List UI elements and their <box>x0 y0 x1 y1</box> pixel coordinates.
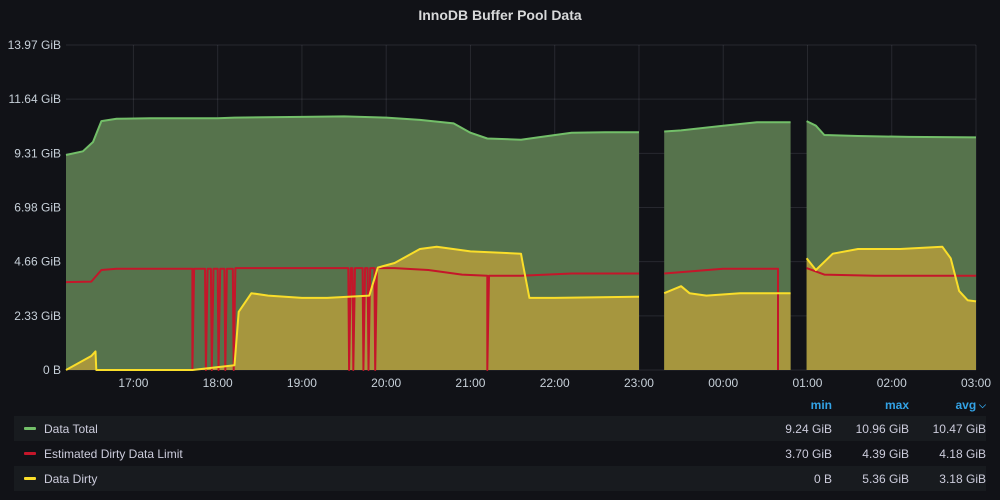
y-tick-label: 11.64 GiB <box>9 92 61 106</box>
x-tick-label: 18:00 <box>203 376 233 390</box>
panel-title[interactable]: InnoDB Buffer Pool Data <box>418 7 582 23</box>
legend-header-max[interactable]: max <box>884 398 909 412</box>
legend-series-name[interactable]: Estimated Dirty Data Limit <box>44 446 183 461</box>
legend-min-value: 3.70 GiB <box>785 446 832 461</box>
series-area-data-dirty[interactable] <box>664 286 791 370</box>
x-tick-label: 19:00 <box>287 376 317 390</box>
y-tick-label: 2.33 GiB <box>14 309 61 323</box>
x-tick-label: 17:00 <box>118 376 148 390</box>
series-fills <box>66 116 976 371</box>
x-tick-label: 22:00 <box>540 376 570 390</box>
legend-avg-value: 3.18 GiB <box>939 471 986 486</box>
y-tick-label: 0 B <box>43 363 61 377</box>
x-tick-label: 00:00 <box>708 376 738 390</box>
series-line-data-total[interactable] <box>806 120 977 139</box>
series-line-data-dirty[interactable] <box>805 245 977 303</box>
legend-row-data-total[interactable]: Data Total 9.24 GiB 10.96 GiB 10.47 GiB <box>14 416 986 441</box>
series-lines <box>65 115 977 371</box>
legend-header: min max avg ⌵ <box>14 394 986 416</box>
legend-header-min[interactable]: min <box>810 398 832 412</box>
legend-min-value: 9.24 GiB <box>785 421 832 436</box>
series-color-swatch[interactable] <box>24 477 36 480</box>
x-tick-label: 02:00 <box>877 376 907 390</box>
x-axis: 17:00 18:00 19:00 20:00 21:00 22:00 23:00 00:00… <box>118 376 991 390</box>
x-tick-label: 01:00 <box>792 376 822 390</box>
legend-max-value: 4.39 GiB <box>862 446 909 461</box>
series-color-swatch[interactable] <box>24 452 36 455</box>
y-tick-label: 4.66 GiB <box>14 255 61 269</box>
y-tick-label: 9.31 GiB <box>14 146 61 160</box>
x-tick-label: 21:00 <box>455 376 485 390</box>
legend-avg-value: 10.47 GiB <box>932 421 986 436</box>
series-line-estimated-dirty-data-limit[interactable] <box>806 267 976 277</box>
chevron-down-icon: ⌵ <box>979 399 986 410</box>
legend-max-value: 10.96 GiB <box>855 421 909 436</box>
x-tick-label: 23:00 <box>624 376 654 390</box>
series-line-estimated-dirty-data-limit[interactable] <box>65 267 639 371</box>
legend-row-data-dirty[interactable]: Data Dirty 0 B 5.36 GiB 3.18 GiB <box>14 466 986 491</box>
series-line-estimated-dirty-data-limit[interactable] <box>664 267 779 370</box>
series-line-data-dirty[interactable] <box>65 245 640 371</box>
legend-min-value: 0 B <box>813 471 832 486</box>
legend-header-avg[interactable]: avg ⌵ <box>909 398 986 412</box>
legend-row-estimated-dirty-data-limit[interactable]: Estimated Dirty Data Limit 3.70 GiB 4.39… <box>14 441 986 466</box>
series-color-swatch[interactable] <box>24 427 36 430</box>
x-tick-label: 20:00 <box>371 376 401 390</box>
chart-area[interactable]: 0 B 2.33 GiB 4.66 GiB 6.98 GiB 9.31 GiB 11.64… <box>0 0 1000 395</box>
legend-header-avg-label: avg <box>955 398 977 412</box>
series-line-data-total[interactable] <box>65 115 639 156</box>
y-tick-label: 13.97 GiB <box>8 38 61 52</box>
series-area-data-dirty[interactable] <box>806 246 976 370</box>
legend: min max avg ⌵ Data Total 9.24 GiB 10.96 … <box>14 394 986 491</box>
series-line-data-dirty[interactable] <box>663 285 791 297</box>
legend-max-value: 5.36 GiB <box>862 471 909 486</box>
series-line-data-total[interactable] <box>664 121 791 133</box>
x-tick-label: 03:00 <box>961 376 991 390</box>
legend-series-name[interactable]: Data Dirty <box>44 471 98 486</box>
y-tick-label: 6.98 GiB <box>14 201 61 215</box>
legend-avg-value: 4.18 GiB <box>939 446 986 461</box>
y-axis: 0 B 2.33 GiB 4.66 GiB 6.98 GiB 9.31 GiB 11.64… <box>8 38 61 377</box>
legend-series-name[interactable]: Data Total <box>44 421 98 436</box>
